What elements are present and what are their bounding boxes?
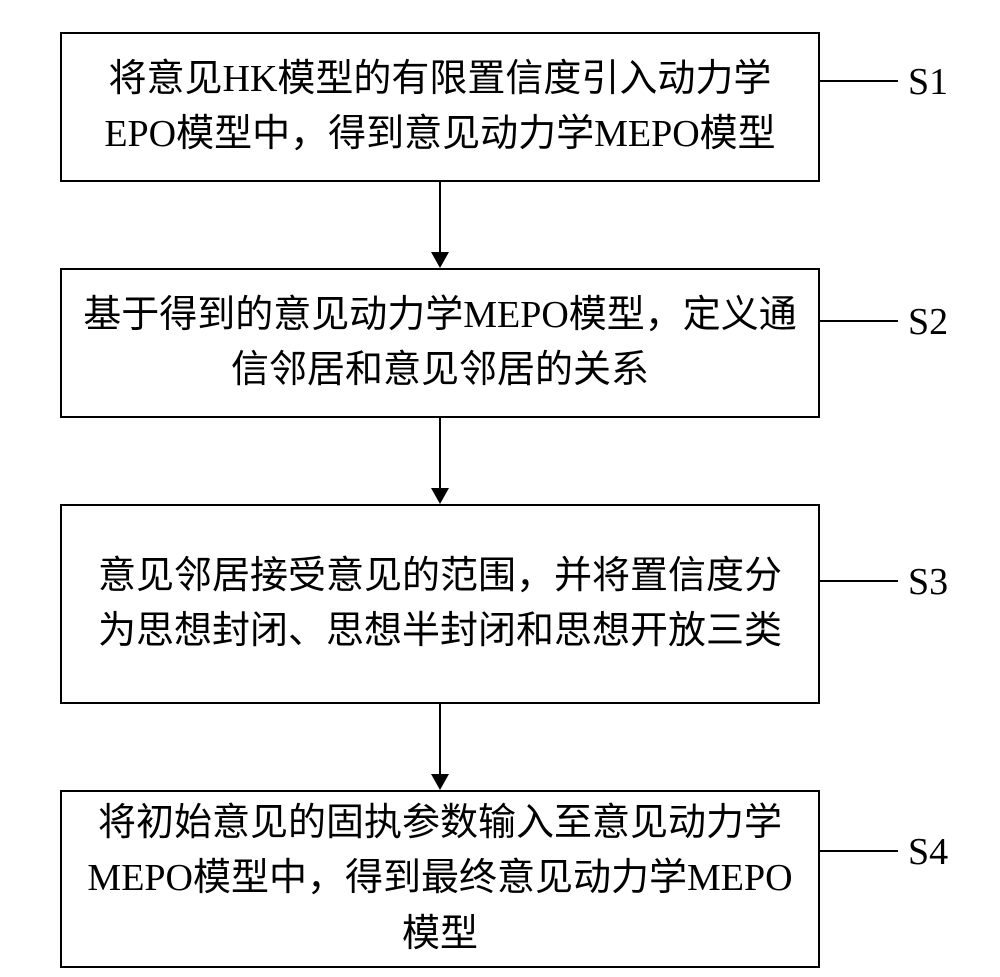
flowchart-canvas: 将意见HK模型的有限置信度引入动力学EPO模型中，得到意见动力学MEPO模型基于…	[0, 0, 1000, 977]
leader-line-3	[820, 580, 898, 582]
flow-node-s3: 意见邻居接受意见的范围，并将置信度分为思想封闭、思想半封闭和思想开放三类	[60, 504, 820, 704]
step-label-s3: S3	[908, 560, 948, 604]
flow-node-s1: 将意见HK模型的有限置信度引入动力学EPO模型中，得到意见动力学MEPO模型	[60, 32, 820, 182]
leader-line-2	[820, 320, 898, 322]
arrow-line	[439, 704, 441, 774]
step-label-s1: S1	[908, 60, 948, 104]
arrow-s2-to-s3	[431, 418, 449, 504]
arrow-line	[439, 182, 441, 252]
flow-node-s4: 将初始意见的固执参数输入至意见动力学MEPO模型中，得到最终意见动力学MEPO模…	[60, 790, 820, 968]
arrow-s3-to-s4	[431, 704, 449, 790]
step-label-s2: S2	[908, 300, 948, 344]
leader-line-4	[820, 850, 898, 852]
arrow-head-icon	[431, 252, 449, 268]
step-label-s4: S4	[908, 830, 948, 874]
arrow-head-icon	[431, 774, 449, 790]
flow-node-s2: 基于得到的意见动力学MEPO模型，定义通信邻居和意见邻居的关系	[60, 268, 820, 418]
flow-node-text: 将初始意见的固执参数输入至意见动力学MEPO模型中，得到最终意见动力学MEPO模…	[80, 796, 800, 961]
leader-line-1	[820, 80, 898, 82]
flow-node-text: 将意见HK模型的有限置信度引入动力学EPO模型中，得到意见动力学MEPO模型	[80, 52, 800, 162]
arrow-line	[439, 418, 441, 488]
flow-node-text: 意见邻居接受意见的范围，并将置信度分为思想封闭、思想半封闭和思想开放三类	[80, 549, 800, 659]
flow-node-text: 基于得到的意见动力学MEPO模型，定义通信邻居和意见邻居的关系	[80, 288, 800, 398]
arrow-head-icon	[431, 488, 449, 504]
arrow-s1-to-s2	[431, 182, 449, 268]
